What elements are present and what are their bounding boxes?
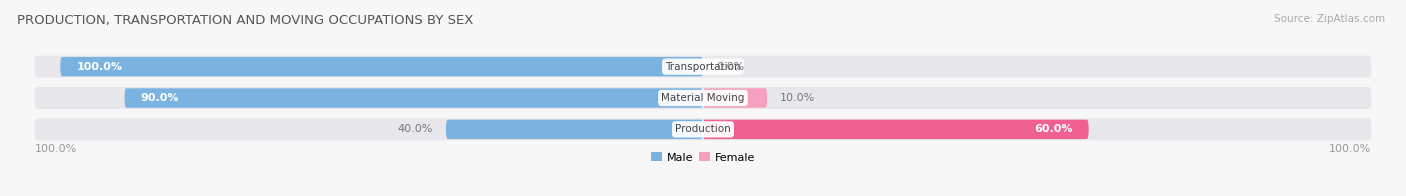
Text: 40.0%: 40.0%	[398, 124, 433, 134]
Text: 10.0%: 10.0%	[780, 93, 815, 103]
Text: 60.0%: 60.0%	[1033, 124, 1073, 134]
Text: 100.0%: 100.0%	[35, 144, 77, 154]
Text: Material Moving: Material Moving	[661, 93, 745, 103]
FancyBboxPatch shape	[446, 120, 703, 139]
FancyBboxPatch shape	[125, 88, 703, 108]
Text: Transportation: Transportation	[665, 62, 741, 72]
FancyBboxPatch shape	[35, 118, 1371, 140]
Legend: Male, Female: Male, Female	[647, 148, 759, 167]
FancyBboxPatch shape	[35, 87, 1371, 109]
Text: 90.0%: 90.0%	[141, 93, 179, 103]
FancyBboxPatch shape	[703, 88, 768, 108]
Text: 100.0%: 100.0%	[1329, 144, 1371, 154]
Text: PRODUCTION, TRANSPORTATION AND MOVING OCCUPATIONS BY SEX: PRODUCTION, TRANSPORTATION AND MOVING OC…	[17, 14, 474, 27]
Text: 0.0%: 0.0%	[716, 62, 744, 72]
FancyBboxPatch shape	[60, 57, 703, 76]
FancyBboxPatch shape	[703, 120, 1088, 139]
Text: Production: Production	[675, 124, 731, 134]
Text: 100.0%: 100.0%	[76, 62, 122, 72]
FancyBboxPatch shape	[35, 56, 1371, 78]
Text: Source: ZipAtlas.com: Source: ZipAtlas.com	[1274, 14, 1385, 24]
